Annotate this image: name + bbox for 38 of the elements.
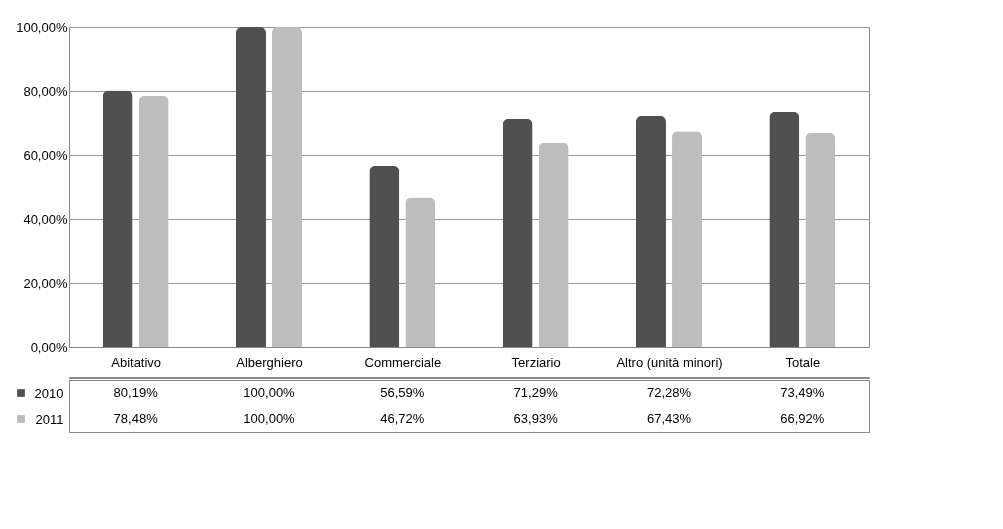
- data-label: 100,00%: [243, 411, 296, 426]
- data-label: 72,28%: [646, 385, 692, 400]
- bar: [805, 132, 836, 347]
- legend-label: 2011: [35, 411, 64, 427]
- x-tick-label: Terziario: [511, 354, 561, 370]
- data-label: 56,59%: [380, 385, 425, 400]
- y-tick-label: 60,00%: [23, 147, 68, 163]
- data-label: 73,49%: [780, 385, 825, 400]
- data-label: 46,72%: [380, 411, 425, 426]
- bar: [369, 165, 400, 347]
- data-label: 71,29%: [513, 385, 559, 400]
- bar: [235, 27, 266, 347]
- y-tick-label: 40,00%: [23, 211, 68, 227]
- bar: [769, 111, 800, 347]
- y-tick-label: 100,00%: [16, 19, 68, 35]
- legend-label: 2010: [34, 385, 64, 401]
- y-tick-label: 0,00%: [30, 339, 68, 355]
- data-label: 63,93%: [513, 411, 559, 426]
- data-label: 67,43%: [646, 411, 692, 426]
- bar: [538, 142, 569, 347]
- x-tick-label: Alberghiero: [236, 354, 303, 370]
- data-label: 66,92%: [780, 411, 825, 426]
- bar: [138, 95, 169, 347]
- data-label: 100,00%: [243, 385, 296, 400]
- y-tick-label: 80,00%: [23, 83, 68, 99]
- bar: [272, 27, 303, 347]
- bar: [502, 118, 533, 347]
- bar: [405, 197, 436, 347]
- data-label: 78,48%: [113, 411, 159, 426]
- bar: [102, 90, 133, 347]
- bar: [672, 131, 703, 347]
- x-tick-label: Altro (unità minori): [616, 354, 723, 370]
- data-label: 80,19%: [113, 385, 159, 400]
- y-tick-label: 20,00%: [23, 275, 68, 291]
- bar: [635, 115, 666, 347]
- x-tick-label: Abitativo: [111, 354, 162, 370]
- x-tick-label: Commerciale: [364, 354, 442, 370]
- x-tick-label: Totale: [785, 354, 821, 370]
